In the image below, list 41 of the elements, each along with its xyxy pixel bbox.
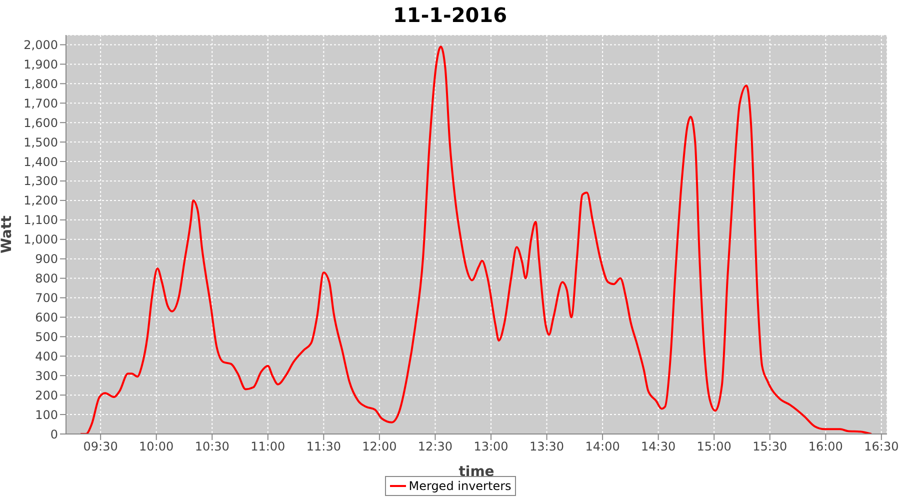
y-tick-label: 100 bbox=[35, 408, 58, 422]
y-tick-label: 1,400 bbox=[24, 154, 58, 169]
x-axis-title: time bbox=[458, 464, 494, 480]
y-axis-title: Watt bbox=[0, 215, 15, 254]
x-tick-label: 12:30 bbox=[418, 440, 453, 454]
y-tick-label: 1,300 bbox=[24, 174, 58, 188]
x-tick-label: 09:30 bbox=[83, 440, 118, 454]
x-tick-label: 11:00 bbox=[250, 440, 286, 454]
y-tick-label: 1,800 bbox=[24, 76, 58, 91]
x-tick-label: 11:30 bbox=[306, 440, 341, 454]
y-tick-label: 1,600 bbox=[24, 116, 58, 130]
x-tick-label: 14:00 bbox=[585, 440, 620, 454]
y-tick-label: 600 bbox=[35, 310, 58, 324]
x-tick-label: 16:00 bbox=[808, 440, 843, 454]
x-tick-label: 13:00 bbox=[474, 440, 508, 454]
legend-label: Merged inverters bbox=[408, 479, 512, 493]
y-tick-label: 2,000 bbox=[24, 38, 58, 52]
y-tick-label: 300 bbox=[35, 368, 58, 383]
x-tick-label: 12:00 bbox=[362, 440, 397, 454]
y-tick-label: 1,000 bbox=[24, 232, 58, 247]
x-tick-label: 16:30 bbox=[864, 440, 899, 454]
line-series bbox=[80, 46, 872, 434]
y-tick-label: 1,500 bbox=[24, 135, 58, 150]
y-tick-label: 700 bbox=[35, 291, 58, 306]
y-tick-label: 1,900 bbox=[24, 57, 58, 72]
y-tick-label: 400 bbox=[35, 349, 58, 364]
x-tick-label: 15:30 bbox=[752, 440, 788, 454]
y-tick-label: 800 bbox=[35, 272, 58, 286]
y-tick-label: 1,200 bbox=[24, 194, 58, 208]
x-tick-label: 13:30 bbox=[529, 440, 564, 454]
x-tick-label: 10:30 bbox=[194, 440, 230, 454]
x-tick-label: 14:30 bbox=[641, 440, 676, 454]
y-tick-label: 1,100 bbox=[24, 213, 58, 228]
y-tick-label: 200 bbox=[35, 388, 58, 402]
y-tick-label: 1,700 bbox=[24, 96, 58, 110]
y-tick-label: 900 bbox=[35, 252, 58, 266]
x-tick-label: 10:00 bbox=[139, 440, 174, 454]
chart-title: 11-1-2016 bbox=[392, 2, 508, 29]
x-tick-label: 15:00 bbox=[696, 440, 732, 454]
y-tick-label: 500 bbox=[35, 330, 58, 344]
y-tick-label: 0 bbox=[50, 427, 58, 442]
